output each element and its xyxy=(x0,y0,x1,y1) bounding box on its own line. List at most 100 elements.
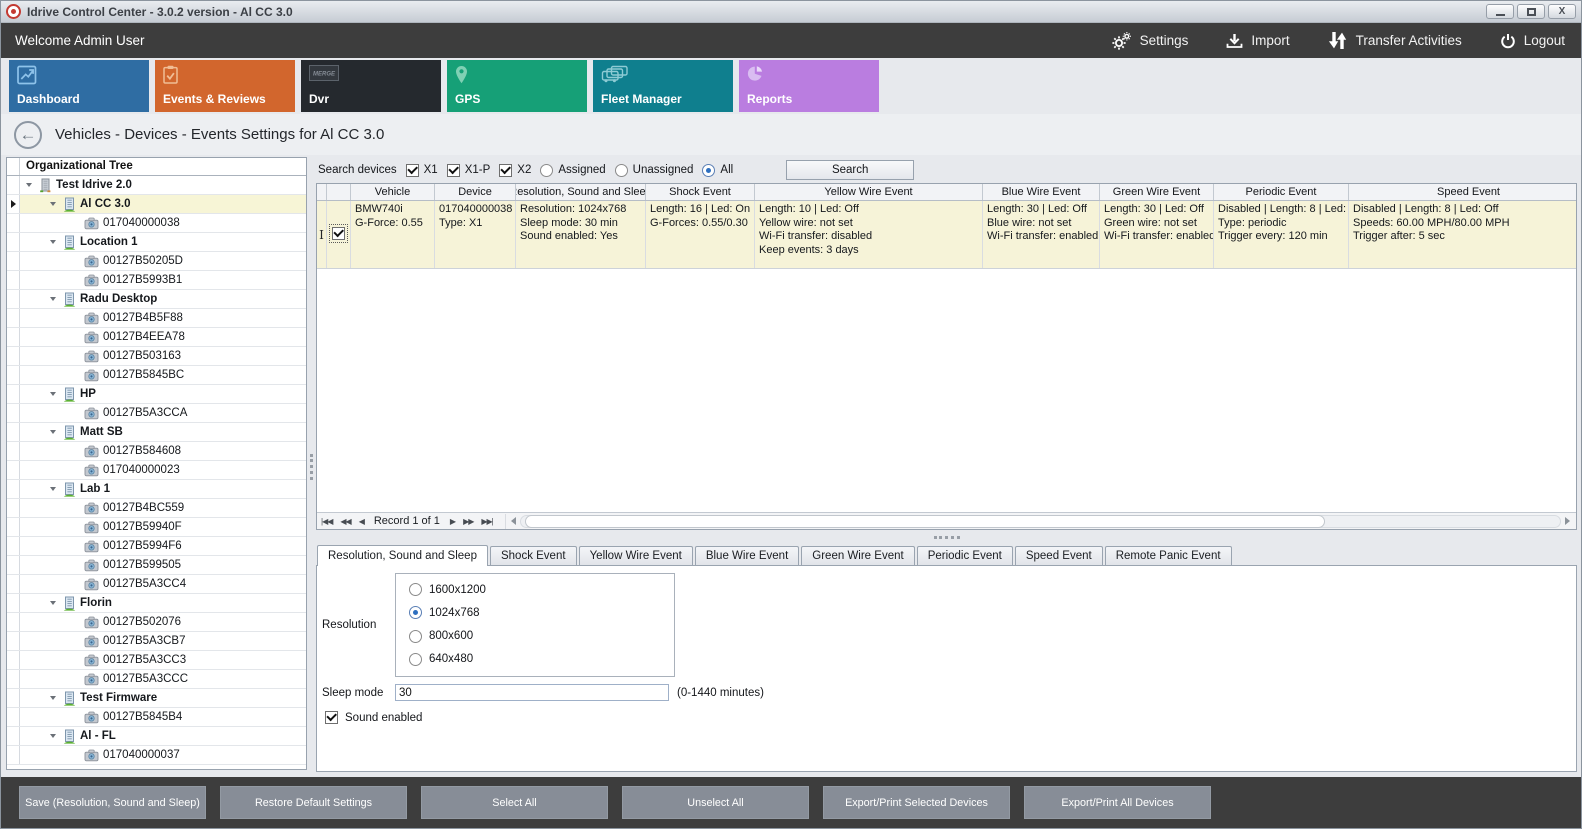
nav-tile-gps[interactable]: GPS xyxy=(447,60,587,112)
tab-green-wire-event[interactable]: Green Wire Event xyxy=(801,546,915,565)
tree-group-row[interactable]: Lab 1 xyxy=(7,480,306,499)
row-select-cell[interactable] xyxy=(327,201,351,268)
tree-group-row[interactable]: Matt SB xyxy=(7,423,306,442)
vertical-splitter[interactable] xyxy=(307,157,316,777)
chevron-down-icon[interactable] xyxy=(26,183,32,187)
tree-device-row[interactable]: 00127B5A3CC4 xyxy=(7,575,306,594)
tab-resolution-sound-sleep[interactable]: Resolution, Sound and Sleep xyxy=(317,545,488,566)
settings-button[interactable]: Settings xyxy=(1111,31,1188,50)
tree-device-row[interactable]: 00127B5845BC xyxy=(7,366,306,385)
restore-default-settings-button[interactable]: Restore Default Settings xyxy=(220,786,407,819)
tab-remote-panic-event[interactable]: Remote Panic Event xyxy=(1104,546,1232,565)
tree-device-row[interactable]: 00127B4BC559 xyxy=(7,499,306,518)
sleep-mode-input[interactable] xyxy=(395,684,669,701)
column-header[interactable]: Speed Event xyxy=(1349,184,1576,200)
last-record-button[interactable]: ▶▶| xyxy=(481,516,493,526)
tree-device-row[interactable]: 00127B4B5F88 xyxy=(7,309,306,328)
tree-device-row[interactable]: 00127B4EEA78 xyxy=(7,328,306,347)
filter-radio-all[interactable]: All xyxy=(702,163,733,177)
resolution-option-640x480[interactable]: 640x480 xyxy=(409,652,674,666)
tree-device-row[interactable]: 017040000038 xyxy=(7,214,306,233)
maximize-button[interactable] xyxy=(1517,4,1545,19)
first-record-button[interactable]: |◀◀ xyxy=(321,516,333,526)
device-type-checkbox-x1-p[interactable]: X1-P xyxy=(446,163,490,177)
tree-group-row[interactable]: Test Firmware xyxy=(7,689,306,708)
column-header[interactable]: Green Wire Event xyxy=(1100,184,1214,200)
column-header[interactable]: Yellow Wire Event xyxy=(755,184,983,200)
next-page-button[interactable]: ▶▶ xyxy=(463,516,474,526)
chevron-down-icon[interactable] xyxy=(50,487,56,491)
tree-device-row[interactable]: 017040000023 xyxy=(7,461,306,480)
column-header[interactable]: Resolution, Sound and Sleep xyxy=(516,184,646,200)
tree-group-row[interactable]: Al CC 3.0 xyxy=(7,195,306,214)
resolution-option-1600x1200[interactable]: 1600x1200 xyxy=(409,583,674,596)
scroll-right-icon[interactable] xyxy=(1565,517,1570,525)
chevron-down-icon[interactable] xyxy=(50,601,56,605)
tree-device-row[interactable]: 00127B503163 xyxy=(7,347,306,366)
tree-group-row[interactable]: Location 1 xyxy=(7,233,306,252)
chevron-down-icon[interactable] xyxy=(50,392,56,396)
tab-periodic-event[interactable]: Periodic Event xyxy=(916,546,1013,565)
nav-tile-fleet-manager[interactable]: Fleet Manager xyxy=(593,60,733,112)
close-button[interactable]: X xyxy=(1548,4,1576,19)
prev-page-button[interactable]: ◀◀ xyxy=(340,516,351,526)
minimize-button[interactable] xyxy=(1486,4,1514,19)
column-header[interactable]: Periodic Event xyxy=(1214,184,1349,200)
select-all-button[interactable]: Select All xyxy=(421,786,608,819)
chevron-down-icon[interactable] xyxy=(50,202,56,206)
device-type-checkbox-x2[interactable]: X2 xyxy=(499,163,531,177)
prev-record-button[interactable]: ◀ xyxy=(358,516,365,526)
tree-root-row[interactable]: Test Idrive 2.0 xyxy=(7,176,306,195)
table-row[interactable]: I BMW740i G-Force: 0.55 017040000038 Type: X… xyxy=(317,201,1576,269)
import-button[interactable]: Import xyxy=(1226,33,1290,49)
tree-device-row[interactable]: 00127B5A3CB7 xyxy=(7,632,306,651)
transfer-activities-button[interactable]: Transfer Activities xyxy=(1328,32,1462,49)
resolution-option-800x600[interactable]: 800x600 xyxy=(409,629,674,643)
chevron-down-icon[interactable] xyxy=(50,297,56,301)
filter-radio-assigned[interactable]: Assigned xyxy=(540,163,606,177)
chevron-down-icon[interactable] xyxy=(50,734,56,738)
column-header[interactable]: Shock Event xyxy=(646,184,755,200)
export-print-all-devices-button[interactable]: Export/Print All Devices xyxy=(1024,786,1211,819)
tree-device-row[interactable]: 00127B5993B1 xyxy=(7,271,306,290)
tree-group-row[interactable]: Radu Desktop xyxy=(7,290,306,309)
scrollbar-thumb[interactable] xyxy=(524,514,1325,528)
nav-tile-dvr[interactable]: MERGE Dvr xyxy=(301,60,441,112)
filter-radio-unassigned[interactable]: Unassigned xyxy=(614,163,693,177)
tree-device-row[interactable]: 00127B59940F xyxy=(7,518,306,537)
nav-tile-dashboard[interactable]: Dashboard xyxy=(9,60,149,112)
nav-tile-reports[interactable]: Reports xyxy=(739,60,879,112)
tab-speed-event[interactable]: Speed Event xyxy=(1014,546,1103,565)
horizontal-splitter[interactable] xyxy=(316,530,1577,544)
device-type-checkbox-x1[interactable]: X1 xyxy=(405,163,438,177)
nav-tile-events-reviews[interactable]: Events & Reviews xyxy=(155,60,295,112)
unselect-all-button[interactable]: Unselect All xyxy=(622,786,809,819)
tree-device-row[interactable]: 017040000037 xyxy=(7,746,306,765)
tree-group-row[interactable]: Florin xyxy=(7,594,306,613)
chevron-down-icon[interactable] xyxy=(50,696,56,700)
tree-device-row[interactable]: 00127B5A3CCC xyxy=(7,670,306,689)
tab-shock-event[interactable]: Shock Event xyxy=(489,546,577,565)
scrollbar-track[interactable] xyxy=(519,514,1561,528)
tree-device-row[interactable]: 00127B50205D xyxy=(7,252,306,271)
tab-yellow-wire-event[interactable]: Yellow Wire Event xyxy=(578,546,693,565)
tree-device-row[interactable]: 00127B502076 xyxy=(7,613,306,632)
tree-device-row[interactable]: 00127B5845B4 xyxy=(7,708,306,727)
row-checkbox[interactable] xyxy=(329,224,348,243)
scroll-left-icon[interactable] xyxy=(510,517,516,525)
next-record-button[interactable]: ▶ xyxy=(449,516,456,526)
chevron-down-icon[interactable] xyxy=(50,430,56,434)
tree-device-row[interactable]: 00127B584608 xyxy=(7,442,306,461)
tab-blue-wire-event[interactable]: Blue Wire Event xyxy=(694,546,800,565)
tree-device-row[interactable]: 00127B599505 xyxy=(7,556,306,575)
column-header[interactable]: Device xyxy=(435,184,516,200)
back-button[interactable]: ← xyxy=(14,120,42,149)
column-header[interactable]: Vehicle xyxy=(351,184,435,200)
tree-device-row[interactable]: 00127B5994F6 xyxy=(7,537,306,556)
sound-enabled-checkbox[interactable] xyxy=(325,711,338,724)
column-header[interactable]: Blue Wire Event xyxy=(983,184,1100,200)
search-button[interactable]: Search xyxy=(786,160,915,180)
chevron-down-icon[interactable] xyxy=(50,240,56,244)
tree-device-row[interactable]: 00127B5A3CCA xyxy=(7,404,306,423)
export-print-selected-devices-button[interactable]: Export/Print Selected Devices xyxy=(823,786,1010,819)
